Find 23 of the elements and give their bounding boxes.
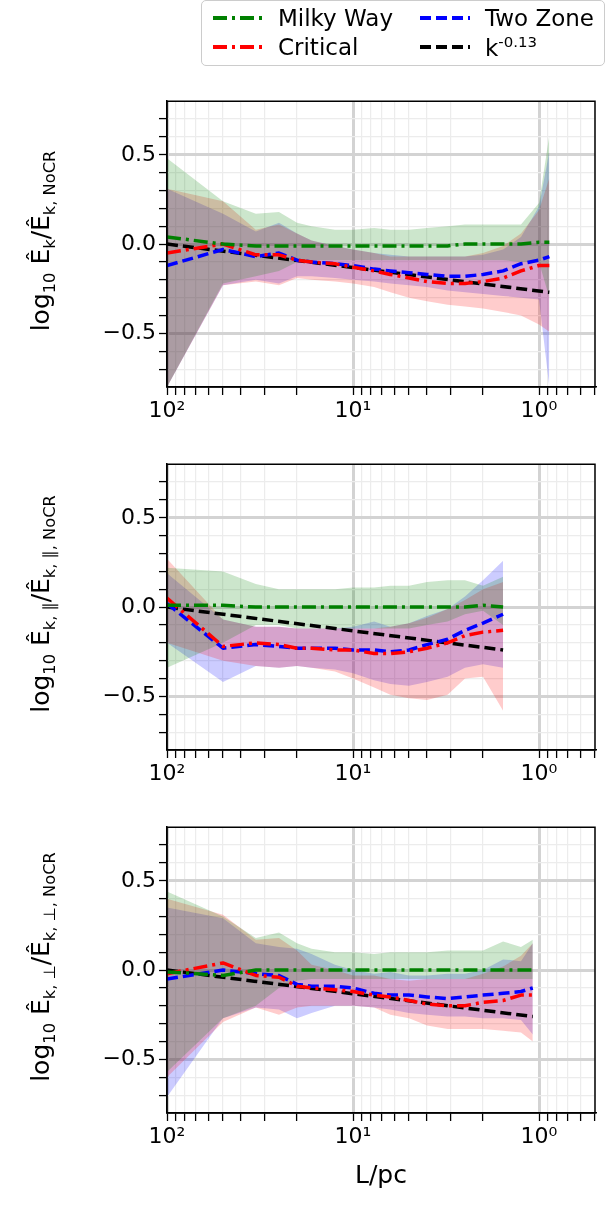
y-tick-label: 0.0 bbox=[121, 592, 156, 618]
legend-label: Two Zone bbox=[485, 5, 594, 31]
x-tick-label: 10² bbox=[148, 396, 186, 422]
y-tick-label: −0.5 bbox=[102, 319, 156, 345]
y-tick-label: 0.5 bbox=[121, 503, 156, 529]
y-tick-label: 0.0 bbox=[121, 229, 156, 255]
x-tick-label: 10¹ bbox=[334, 1122, 372, 1148]
x-tick-label: 10⁰ bbox=[520, 759, 558, 785]
y-tick-label: 0.0 bbox=[121, 955, 156, 981]
x-tick-label: 10⁰ bbox=[520, 396, 558, 422]
y-tick-label: −0.5 bbox=[102, 682, 156, 708]
legend-label: Critical bbox=[277, 33, 359, 60]
y-tick-label: 0.5 bbox=[121, 866, 156, 892]
x-tick-label: 10¹ bbox=[334, 396, 372, 422]
x-axis-title: L/pc bbox=[355, 1160, 407, 1189]
x-tick-label: 10⁰ bbox=[520, 1122, 558, 1148]
legend-label: k$^{-0.13}$ bbox=[485, 33, 537, 61]
x-tick-label: 10² bbox=[148, 759, 186, 785]
x-tick-label: 10¹ bbox=[334, 759, 372, 785]
legend-label: Milky Way bbox=[277, 5, 393, 31]
y-tick-label: −0.5 bbox=[102, 1045, 156, 1071]
x-tick-label: 10² bbox=[148, 1122, 186, 1148]
y-tick-label: 0.5 bbox=[121, 140, 156, 166]
